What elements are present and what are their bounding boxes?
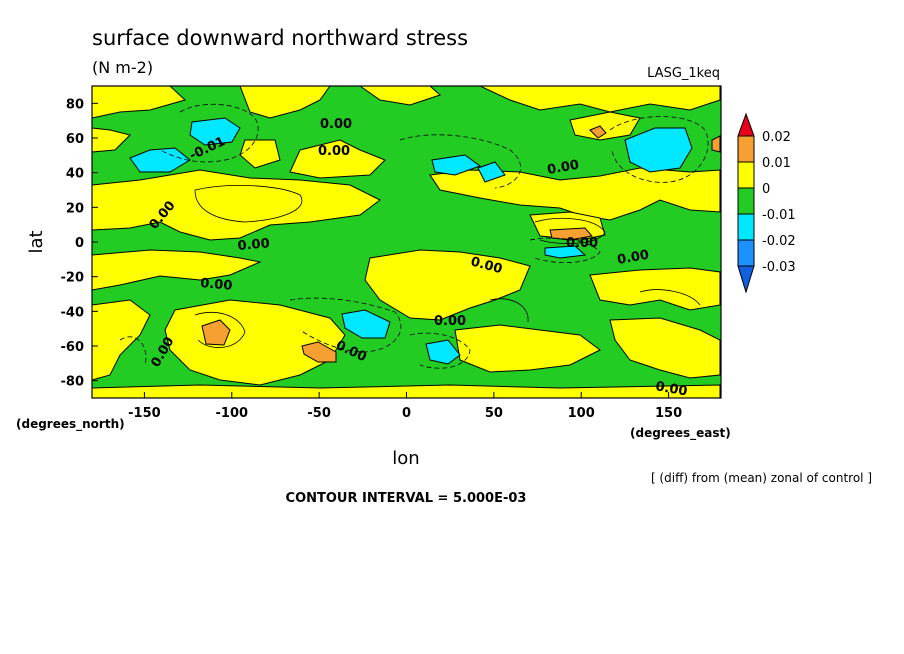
colorbar-segment: [737, 135, 755, 163]
x-tick-label: -100: [216, 406, 249, 421]
chart-units: (N m-2): [92, 58, 153, 77]
y-tick-label: 0: [75, 236, 84, 251]
model-label: LASG_1keq: [647, 66, 720, 81]
negative-region: [189, 117, 241, 146]
positive-region: [92, 127, 131, 153]
colorbar-segment: [737, 161, 755, 189]
x-tick-label: 0: [402, 406, 411, 421]
positive-contour-line: [194, 311, 246, 348]
colorbar-label: -0.03: [762, 260, 796, 275]
negative-contour-line: [399, 134, 521, 189]
colorbar-segment: [737, 239, 755, 267]
x-axis-title: lon: [392, 448, 419, 469]
orange-region: [201, 319, 231, 346]
colorbar-top-triangle: [737, 112, 755, 137]
orange-region: [589, 125, 607, 139]
negative-region: [624, 127, 693, 173]
y-tick-label: 60: [66, 132, 84, 147]
orange-region: [301, 341, 337, 363]
orange-region: [549, 227, 593, 241]
colorbar-segment: [737, 187, 755, 215]
orange-region: [711, 135, 721, 153]
contour-label: 0.00: [237, 236, 270, 254]
contour-label: 0.00: [546, 158, 580, 178]
contour-interval: CONTOUR INTERVAL = 5.000E-03: [286, 491, 527, 506]
positive-region: [359, 86, 441, 106]
y-axis-title: lat: [26, 230, 47, 253]
y-tick-label: -20: [61, 271, 85, 286]
positive-region: [289, 139, 386, 179]
negative-region: [544, 245, 587, 259]
negative-region: [129, 147, 191, 173]
positive-contour-line: [489, 298, 529, 323]
negative-region: [477, 161, 506, 183]
x-tick-label: 150: [655, 406, 682, 421]
contour-label: 0.00: [654, 379, 688, 399]
positive-region: [239, 86, 331, 119]
positive-region: [92, 384, 721, 398]
x-tick-label: 100: [568, 406, 595, 421]
positive-region: [589, 267, 721, 311]
y-unit-note: (degrees_north): [16, 417, 125, 432]
y-tick-label: 80: [66, 97, 84, 112]
positive-contour-line: [534, 217, 606, 244]
colorbar-segment: [737, 213, 755, 241]
footnote: [ (diff) from (mean) zonal of control ]: [651, 471, 872, 485]
negative-contour-line: [409, 332, 471, 369]
positive-region: [479, 86, 721, 113]
negative-region: [431, 154, 482, 176]
map-field: 0.00 0.00 -0.01 0.00 0.00 0.00 0.00 0.00…: [92, 86, 721, 399]
contour-label: 0.00: [320, 117, 352, 132]
positive-region: [454, 324, 601, 373]
positive-region: [92, 299, 151, 381]
negative-contour-line: [609, 116, 709, 183]
y-tick-label: 20: [66, 201, 84, 216]
colorbar-label: 0.01: [762, 156, 791, 171]
positive-region: [569, 111, 641, 141]
positive-contour-line: [194, 185, 303, 223]
x-tick-label: 50: [485, 406, 503, 421]
positive-region: [92, 86, 186, 119]
negative-region: [341, 309, 391, 339]
positive-region: [92, 249, 262, 291]
positive-region: [609, 317, 721, 379]
negative-region: [425, 339, 461, 365]
colorbar-label: -0.02: [762, 234, 796, 249]
x-axis: -150 -100 -50 0 50 100 150: [128, 392, 682, 421]
contour-label: 0.00: [566, 236, 598, 251]
x-tick-label: -150: [128, 406, 161, 421]
colorbar-label: 0.02: [762, 130, 791, 145]
y-tick-label: 40: [66, 167, 84, 182]
contour-label: 0.00: [434, 314, 466, 329]
colorbar-bottom-triangle: [737, 265, 755, 294]
colorbar: 0.02 0.01 0 -0.01 -0.02 -0.03: [737, 112, 796, 294]
y-axis: 80 60 40 20 0 -20 -40 -60 -80: [61, 97, 98, 390]
y-tick-label: -40: [61, 305, 85, 320]
y-tick-label: -60: [61, 340, 85, 355]
contour-label: 0.00: [200, 276, 233, 294]
x-unit-note: (degrees_east): [630, 426, 731, 441]
positive-region: [92, 169, 381, 241]
y-tick-label: -80: [61, 375, 85, 390]
negative-contour-line: [289, 297, 402, 353]
positive-region: [164, 299, 346, 386]
chart-title: surface downward northward stress: [92, 26, 468, 50]
positive-region: [239, 139, 281, 169]
contour-label: 0.00: [318, 144, 350, 159]
contour-label: 0.00: [616, 248, 650, 268]
colorbar-label: 0: [762, 182, 770, 197]
negative-contour-line: [119, 336, 147, 366]
x-tick-label: -50: [307, 406, 331, 421]
negative-contour-line: [529, 237, 601, 264]
colorbar-label: -0.01: [762, 208, 796, 223]
positive-region: [364, 249, 531, 321]
positive-contour-line: [639, 289, 701, 306]
